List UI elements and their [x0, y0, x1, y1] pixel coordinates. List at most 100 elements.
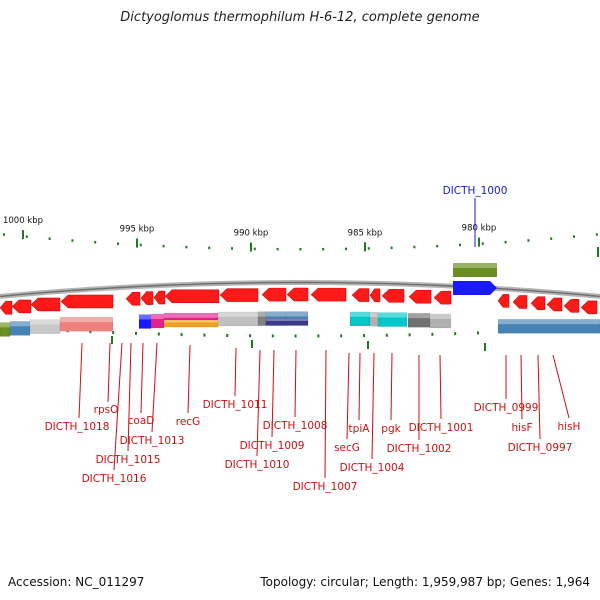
gene-label-leader: [520, 354, 523, 420]
feature-block-highlight: [10, 321, 30, 327]
gene-label[interactable]: DICTH_1002: [387, 443, 452, 455]
feature-block-highlight: [218, 311, 258, 317]
gene-arrow[interactable]: [164, 289, 220, 304]
gene-arrow[interactable]: [433, 290, 452, 305]
feature-block-highlight: [164, 312, 218, 318]
gene-label[interactable]: DICTH_1011: [203, 399, 268, 411]
feature-block-highlight: [139, 314, 151, 320]
gene-label-leader: [346, 352, 350, 440]
feature-block-highlight: [498, 319, 600, 325]
gene-arrow[interactable]: [153, 290, 166, 305]
gene-arrow[interactable]: [580, 300, 598, 315]
gene-arrow[interactable]: [219, 288, 259, 302]
gene-label[interactable]: DICTH_1001: [409, 422, 474, 434]
gene-arrow[interactable]: [60, 294, 114, 309]
gene-label[interactable]: DICTH_1010: [225, 459, 290, 471]
gene-label-leader: [187, 344, 191, 414]
genome-title: Dictyoglomus thermophilum H-6-12, comple…: [120, 10, 480, 25]
feature-block-highlight: [430, 313, 451, 319]
gene-label[interactable]: secG: [334, 442, 360, 454]
gene-arrow[interactable]: [11, 299, 32, 314]
feature-block: [265, 318, 309, 326]
gene-label-leader: [151, 342, 158, 433]
gene-label[interactable]: recG: [176, 416, 200, 428]
gene-label[interactable]: DICTH_0997: [508, 442, 573, 454]
feature-block: [59, 317, 114, 332]
gene-label[interactable]: tpiA: [349, 423, 371, 435]
gene-label-leader: [537, 354, 541, 440]
gene-label[interactable]: DICTH_1016: [82, 473, 147, 485]
feature-block: [497, 319, 600, 334]
gene-label-leader: [271, 349, 275, 438]
gene-label[interactable]: DICTH_1018: [45, 421, 110, 433]
scale-tick-label: 995 kbp: [120, 225, 155, 235]
gene-label-leader: [127, 342, 132, 452]
gene-label[interactable]: DICTH_1007: [293, 481, 358, 493]
gene-arrow[interactable]: [351, 288, 370, 302]
genome-backbone: [0, 280, 600, 299]
gene-arrow[interactable]: [546, 297, 563, 312]
feature-block-highlight: [350, 311, 370, 317]
gene-arrow[interactable]: [381, 289, 405, 303]
gene-arrow[interactable]: [261, 287, 287, 302]
gene-arrow[interactable]: [512, 295, 528, 309]
gene-label-leader: [439, 354, 442, 420]
highlighted-gene-feature: [453, 263, 497, 277]
gene-arrow[interactable]: [530, 296, 546, 310]
feature-block-highlight: [453, 263, 497, 268]
accession-text: Accession: NC_011297: [8, 575, 145, 589]
gene-label[interactable]: rpsO: [94, 404, 119, 416]
highlighted-gene[interactable]: DICTH_1000: [443, 185, 508, 295]
gene-label-leader: [78, 342, 83, 419]
gene-label[interactable]: DICTH_1015: [96, 454, 161, 466]
highlighted-gene-arrow[interactable]: [453, 281, 497, 295]
feature-block-highlight: [30, 319, 60, 325]
scale-tick-label: 1000 kbp: [3, 216, 43, 226]
gene-label-leader: [107, 342, 111, 403]
feature-block-highlight: [151, 314, 164, 319]
gene-label[interactable]: hisF: [511, 422, 532, 434]
gene-arrow[interactable]: [0, 301, 13, 315]
gene-label-leader: [552, 354, 570, 419]
gene-arrow[interactable]: [125, 292, 141, 306]
gene-track: [0, 287, 598, 315]
feature-block-highlight: [0, 322, 10, 328]
gene-label[interactable]: pgk: [381, 423, 401, 435]
scale-tick-label: 980 kbp: [462, 224, 497, 234]
feature-block-highlight: [266, 318, 308, 321]
highlighted-gene-label[interactable]: DICTH_1000: [443, 185, 508, 197]
annotation-track: [0, 311, 600, 337]
genome-summary: Topology: circular; Length: 1,959,987 bp…: [260, 575, 590, 589]
gene-arrow[interactable]: [310, 287, 347, 302]
gene-label[interactable]: hisH: [558, 421, 581, 433]
gene-label-leader: [140, 342, 144, 414]
gene-arrow[interactable]: [497, 294, 510, 308]
gene-arrow[interactable]: [408, 289, 432, 304]
gene-label-leader: [256, 349, 261, 457]
feature-block-highlight: [164, 319, 218, 323]
gene-arrow[interactable]: [563, 299, 580, 313]
gene-arrow[interactable]: [30, 297, 61, 312]
feature-block: [429, 313, 452, 329]
gene-label-leader: [234, 347, 237, 397]
feature-block-highlight: [258, 311, 266, 317]
gene-arrow[interactable]: [140, 291, 154, 305]
scale-tick-label: 985 kbp: [348, 228, 383, 238]
backbone-line: [0, 281, 600, 298]
gene-label-leader: [371, 352, 375, 460]
gene-arrow[interactable]: [369, 288, 381, 303]
feature-block-highlight: [286, 311, 308, 317]
gene-arrow[interactable]: [286, 287, 309, 302]
feature-block-highlight: [378, 312, 407, 318]
gene-label[interactable]: DICTH_1004: [340, 462, 405, 474]
gene-label[interactable]: coaD: [128, 415, 155, 427]
feature-block-highlight: [370, 312, 378, 318]
gene-label[interactable]: DICTH_1008: [263, 420, 328, 432]
feature-block-highlight: [266, 311, 286, 317]
gene-label[interactable]: DICTH_0999: [474, 402, 539, 414]
gene-label[interactable]: DICTH_1013: [120, 435, 185, 447]
feature-block: [377, 312, 408, 327]
gene-label[interactable]: DICTH_1009: [240, 440, 305, 452]
gene-label-leader: [324, 349, 327, 479]
